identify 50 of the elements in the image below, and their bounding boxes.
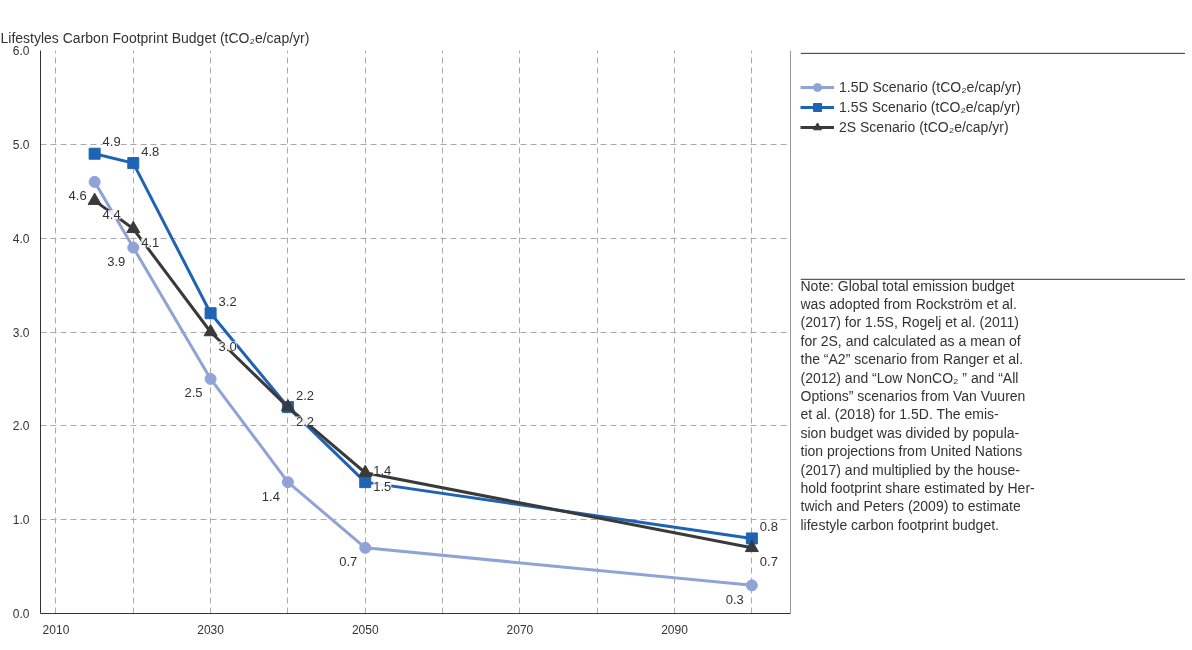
- x-tick-label: 2090: [661, 622, 689, 637]
- data-label: 0.7: [339, 554, 358, 570]
- point: [88, 175, 101, 188]
- data-label: 0.7: [759, 554, 778, 570]
- y-tick-label: 5.0: [12, 137, 30, 152]
- data-label: 1.4: [373, 462, 392, 478]
- data-label: 4.6: [68, 188, 87, 204]
- data-label: 3.9: [107, 254, 126, 270]
- x-tick-label: 2030: [197, 622, 225, 637]
- data-label: 2.2: [295, 387, 314, 403]
- point: [204, 372, 217, 385]
- data-label: 3.2: [218, 293, 237, 309]
- x-tick-label: 2050: [351, 622, 379, 637]
- legend-label: 2S Scenario (tCO₂e/cap/yr): [839, 119, 1009, 135]
- point: [127, 157, 140, 170]
- data-label: 4.4: [102, 207, 121, 223]
- point: [126, 220, 141, 234]
- data-label: 1.5: [373, 479, 392, 495]
- point: [744, 539, 759, 553]
- data-label: 2.5: [184, 385, 203, 401]
- point: [203, 323, 218, 337]
- x-tick-label: 2070: [506, 622, 534, 637]
- data-label: 1.4: [261, 488, 280, 504]
- y-tick-label: 3.0: [12, 325, 30, 340]
- data-label: 3.0: [218, 338, 237, 354]
- y-tick-label: 6.0: [12, 44, 30, 58]
- point: [87, 192, 102, 205]
- data-label: 0.8: [759, 518, 778, 534]
- chart-title: Lifestyles Carbon Footprint Budget (tCO₂e/cap/yr): [0, 29, 310, 46]
- point: [204, 307, 217, 320]
- data-label: 0.3: [725, 591, 744, 607]
- data-label: 2.2: [295, 413, 314, 429]
- point: [745, 579, 758, 592]
- legend-label: 1.5D Scenario (tCO₂e/cap/yr): [839, 79, 1022, 95]
- point: [281, 476, 294, 489]
- y-tick-label: 4.0: [12, 231, 30, 246]
- y-tick-label: 1.0: [12, 513, 30, 528]
- y-tick-label: 2.0: [12, 419, 30, 434]
- point: [359, 476, 372, 489]
- data-label: 4.9: [102, 134, 121, 150]
- point: [127, 241, 140, 254]
- legend-label: 1.5S Scenario (tCO₂e/cap/yr): [839, 99, 1021, 115]
- point: [359, 541, 372, 554]
- data-label: 4.1: [141, 235, 160, 251]
- point: [88, 147, 101, 160]
- point: [358, 464, 373, 477]
- y-tick-label: 0.0: [12, 607, 30, 621]
- x-tick-label: 2010: [42, 622, 70, 637]
- text: Note: Global total emission budget was adopted from Rockström et al. (2017) for 1.5S, Rogelj et al. (2011) for 2S, and calculated as a mean of the “A2” scenario from Ranger et al. (2012) and “Low NonCO₂ ” and “All Options” scenarios from Van Vuuren et al. (2018) for 1.5D. The emis- sion budget was divided by popula- tion projections from United Nations (2017) and multiplied by the house- hold footprint share estimated by Her- twich and Peters (2009) to estimate lifestyle carbon footprint budget.: [800, 277, 1035, 533]
- data-label: 4.8: [141, 143, 160, 159]
